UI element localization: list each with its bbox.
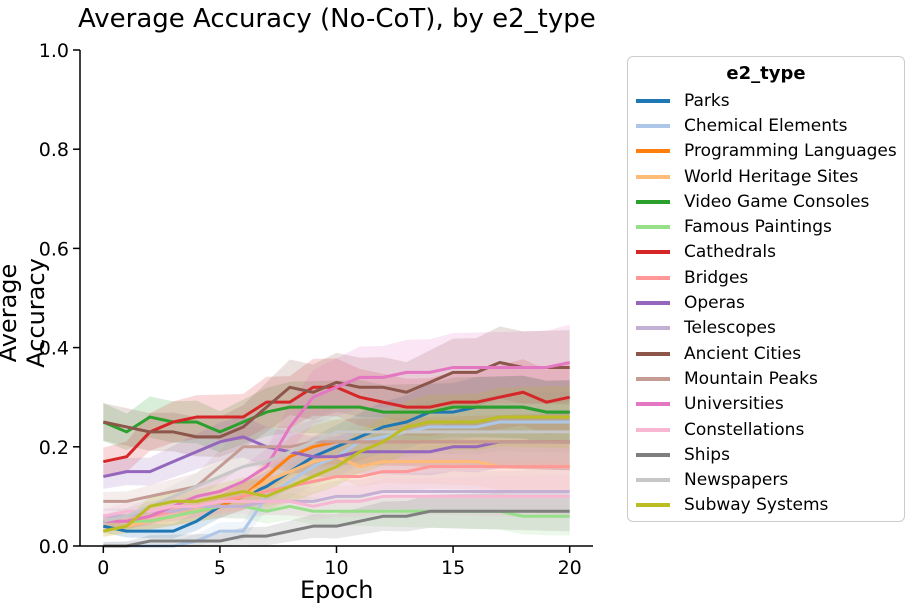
band-mountain-peaks xyxy=(103,413,570,512)
legend-label: Cathedrals xyxy=(684,242,776,263)
y-axis-label: Average Accuracy xyxy=(0,258,50,368)
legend-entry-bridges: Bridges xyxy=(628,265,904,290)
legend-label: Video Game Consoles xyxy=(684,191,870,212)
x-tick-label: 5 xyxy=(214,557,226,579)
chart-title: Average Accuracy (No-CoT), by e2_type xyxy=(78,4,596,34)
y-tick-label: 0.4 xyxy=(39,338,69,360)
y-tick-label: 0.6 xyxy=(39,238,69,260)
band-chemical-elements xyxy=(103,391,570,546)
legend-label: Parks xyxy=(684,90,730,111)
legend-entry-mountain-peaks: Mountain Peaks xyxy=(628,366,904,391)
legend-swatch xyxy=(636,402,670,407)
series-line-ships xyxy=(103,509,570,548)
legend-swatch xyxy=(636,123,670,128)
legend-entry-universities: Universities xyxy=(628,392,904,417)
legend-entry-ships: Ships xyxy=(628,442,904,467)
legend-swatch xyxy=(636,503,670,508)
y-tick-label: 0.0 xyxy=(39,536,69,558)
legend-entry-famous-paintings: Famous Paintings xyxy=(628,214,904,239)
legend-swatch xyxy=(636,98,670,103)
series-line-telescopes xyxy=(103,489,570,518)
legend-swatch xyxy=(636,452,670,457)
legend-entry-subway-systems: Subway Systems xyxy=(628,493,904,518)
legend-entry-telescopes: Telescopes xyxy=(628,316,904,341)
legend-entry-programming-languages: Programming Languages xyxy=(628,139,904,164)
y-tick-label: 0.2 xyxy=(39,437,69,459)
legend-swatch xyxy=(636,149,670,154)
band-famous-paintings xyxy=(103,492,570,536)
legend-entry-ancient-cities: Ancient Cities xyxy=(628,341,904,366)
legend-swatch xyxy=(636,174,670,179)
series-line-newspapers xyxy=(103,430,570,523)
legend-swatch xyxy=(636,301,670,306)
legend-label: Subway Systems xyxy=(684,495,829,516)
series-line-universities xyxy=(103,361,570,523)
legend-swatch xyxy=(636,275,670,280)
series-line-constellations xyxy=(103,494,570,518)
legend-entry-operas: Operas xyxy=(628,290,904,315)
band-universities xyxy=(103,324,570,529)
series-line-ancient-cities xyxy=(103,360,570,439)
x-tick-label: 20 xyxy=(558,557,582,579)
legend-entry-world-heritage-sites: World Heritage Sites xyxy=(628,164,904,189)
x-tick-label: 10 xyxy=(324,557,348,579)
band-ships xyxy=(103,491,570,546)
series-line-mountain-peaks xyxy=(103,440,570,503)
legend-swatch xyxy=(636,478,670,483)
legend-items: Parks Chemical Elements Programming Langua… xyxy=(628,88,904,518)
legend-label: Constellations xyxy=(684,419,805,440)
legend-label: Ancient Cities xyxy=(684,343,802,364)
legend-label: Mountain Peaks xyxy=(684,368,818,389)
x-axis-label: Epoch xyxy=(300,576,374,604)
axes: 0 5 10 15 20 0.0 0.2 0.4 0.6 0.8 1.0 xyxy=(39,40,593,579)
band-ancient-cities xyxy=(103,326,570,457)
legend-entry-constellations: Constellations xyxy=(628,417,904,442)
legend-label: Bridges xyxy=(684,267,749,288)
legend-label: Operas xyxy=(684,293,745,314)
series-lines xyxy=(102,360,570,548)
legend-entry-newspapers: Newspapers xyxy=(628,467,904,492)
legend-label: World Heritage Sites xyxy=(684,166,859,187)
legend-label: Telescopes xyxy=(684,318,776,339)
series-line-video-game-consoles xyxy=(102,405,570,434)
legend-title: e2_type xyxy=(726,63,806,84)
series-line-subway-systems xyxy=(103,415,570,533)
legend-label: Newspapers xyxy=(684,470,789,491)
legend-label: Universities xyxy=(684,394,784,415)
legend: e2_type Parks Chemical Elements Programmin… xyxy=(627,56,905,522)
legend-entry-video-game-consoles: Video Game Consoles xyxy=(628,189,904,214)
y-tick-label: 0.8 xyxy=(39,139,69,161)
y-tick-label: 1.0 xyxy=(39,40,69,62)
legend-label: Chemical Elements xyxy=(684,115,848,136)
legend-entry-chemical-elements: Chemical Elements xyxy=(628,113,904,138)
x-tick-label: 0 xyxy=(97,557,109,579)
band-cathedrals xyxy=(103,358,570,476)
legend-swatch xyxy=(636,376,670,381)
legend-swatch xyxy=(636,250,670,255)
band-newspapers xyxy=(103,402,570,529)
legend-label: Programming Languages xyxy=(684,141,897,162)
series-line-operas xyxy=(103,435,570,479)
legend-swatch xyxy=(636,199,670,204)
legend-swatch xyxy=(636,427,670,432)
legend-swatch xyxy=(636,225,670,230)
legend-swatch xyxy=(636,351,670,356)
legend-label: Famous Paintings xyxy=(684,217,832,238)
legend-entry-cathedrals: Cathedrals xyxy=(628,240,904,265)
legend-entry-parks: Parks xyxy=(628,88,904,113)
x-tick-label: 15 xyxy=(441,557,465,579)
legend-label: Ships xyxy=(684,444,730,465)
legend-swatch xyxy=(636,326,670,331)
